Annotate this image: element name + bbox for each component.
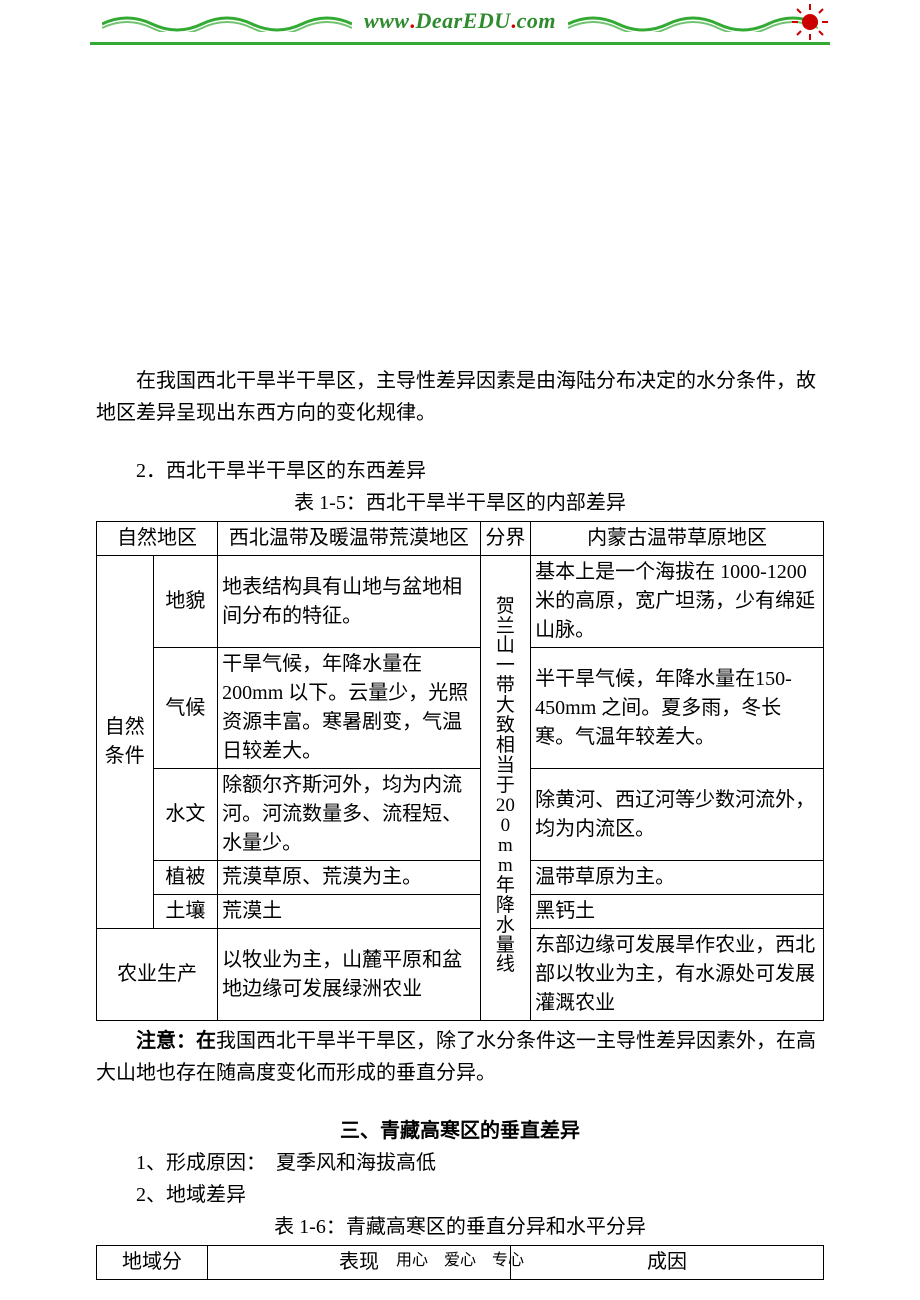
cell-agri-east: 东部边缘可发展旱作农业，西北部以牧业为主，有水源处可发展灌溉农业 [531, 929, 824, 1021]
wave-left-svg [102, 10, 352, 32]
wave-left [0, 10, 364, 32]
document-body: 在我国西北干旱半干旱区，主导性差异因素是由海陆分布决定的水分条件，故地区差异呈现… [0, 45, 920, 1280]
cell-veg-label: 植被 [153, 861, 218, 895]
page-footer: 用心 爱心 专心 [0, 1246, 920, 1270]
cell-agri-west: 以牧业为主，山麓平原和盆地边缘可发展绿洲农业 [218, 929, 481, 1021]
cell-veg-west: 荒漠草原、荒漠为主。 [218, 861, 481, 895]
cell-veg-east: 温带草原为主。 [531, 861, 824, 895]
cell-relief-east: 基本上是一个海拔在 1000-1200米的高原，宽广坦荡，少有绵延山脉。 [531, 556, 824, 648]
site-url: www.DearEDU.com [364, 8, 556, 34]
cell-soil-east: 黑钙土 [531, 895, 824, 929]
th-bound: 分界 [480, 522, 530, 556]
note-bold: 注意：在 [136, 1030, 216, 1052]
wave-right [556, 10, 920, 32]
cell-soil-west: 荒漠土 [218, 895, 481, 929]
table-row: 自然地区 西北温带及暖温带荒漠地区 分界 内蒙古温带草原地区 [97, 522, 824, 556]
item-2-heading: 2．西北干旱半干旱区的东西差异 [96, 455, 824, 487]
url-dear: Dear [415, 8, 462, 33]
cell-hydro-east: 除黄河、西辽河等少数河流外，均为内流区。 [531, 769, 824, 861]
url-www: www [364, 8, 410, 33]
table-row: 自然条件 地貌 地表结构具有山地与盆地相间分布的特征。 贺兰山一带大致相当于20… [97, 556, 824, 648]
th-east: 内蒙古温带草原地区 [531, 522, 824, 556]
cell-climate-east: 半干旱气候，年降水量在150-450mm 之间。夏多雨，冬长寒。气温年较差大。 [531, 648, 824, 769]
table1-caption: 表 1-5：西北干旱半干旱区的内部差异 [96, 487, 824, 519]
table-row: 水文 除额尔齐斯河外，均为内流河。河流数量多、流程短、水量少。 除黄河、西辽河等… [97, 769, 824, 861]
sec3-item-2: 2、地域差异 [96, 1179, 824, 1211]
sun-icon [790, 2, 830, 42]
url-com: com [517, 8, 556, 33]
wave-right-svg [568, 10, 818, 32]
sec3-item-1: 1、形成原因： 夏季风和海拔高低 [96, 1147, 824, 1179]
cell-agri-label: 农业生产 [97, 929, 218, 1021]
table-1-5: 自然地区 西北温带及暖温带荒漠地区 分界 内蒙古温带草原地区 自然条件 地貌 地… [96, 521, 824, 1021]
table-row: 气候 干旱气候，年降水量在200mm 以下。云量少，光照资源丰富。寒暑剧变，气温… [97, 648, 824, 769]
cell-climate-west: 干旱气候，年降水量在200mm 以下。云量少，光照资源丰富。寒暑剧变，气温日较差… [218, 648, 481, 769]
th-region: 自然地区 [97, 522, 218, 556]
cell-climate-label: 气候 [153, 648, 218, 769]
cell-soil-label: 土壤 [153, 895, 218, 929]
note-paragraph: 注意：在我国西北干旱半干旱区，除了水分条件这一主导性差异因素外，在高大山地也存在… [96, 1025, 824, 1089]
intro-paragraph: 在我国西北干旱半干旱区，主导性差异因素是由海陆分布决定的水分条件，故地区差异呈现… [96, 365, 824, 429]
th-west: 西北温带及暖温带荒漠地区 [218, 522, 481, 556]
cell-natural-cond: 自然条件 [97, 556, 154, 929]
table-row: 农业生产 以牧业为主，山麓平原和盆地边缘可发展绿洲农业 东部边缘可发展旱作农业，… [97, 929, 824, 1021]
site-header: www.DearEDU.com [0, 0, 920, 42]
url-edu: EDU [463, 8, 511, 33]
table2-caption: 表 1-6：青藏高寒区的垂直分异和水平分异 [96, 1211, 824, 1243]
cell-relief-west: 地表结构具有山地与盆地相间分布的特征。 [218, 556, 481, 648]
table-row: 土壤 荒漠土 黑钙土 [97, 895, 824, 929]
cell-hydro-west: 除额尔齐斯河外，均为内流河。河流数量多、流程短、水量少。 [218, 769, 481, 861]
section-3-title: 三、青藏高寒区的垂直差异 [96, 1115, 824, 1147]
table-row: 植被 荒漠草原、荒漠为主。 温带草原为主。 [97, 861, 824, 895]
cell-boundary: 贺兰山一带大致相当于200mm年降水量线 [480, 556, 530, 1021]
cell-hydro-label: 水文 [153, 769, 218, 861]
cell-relief-label: 地貌 [153, 556, 218, 648]
